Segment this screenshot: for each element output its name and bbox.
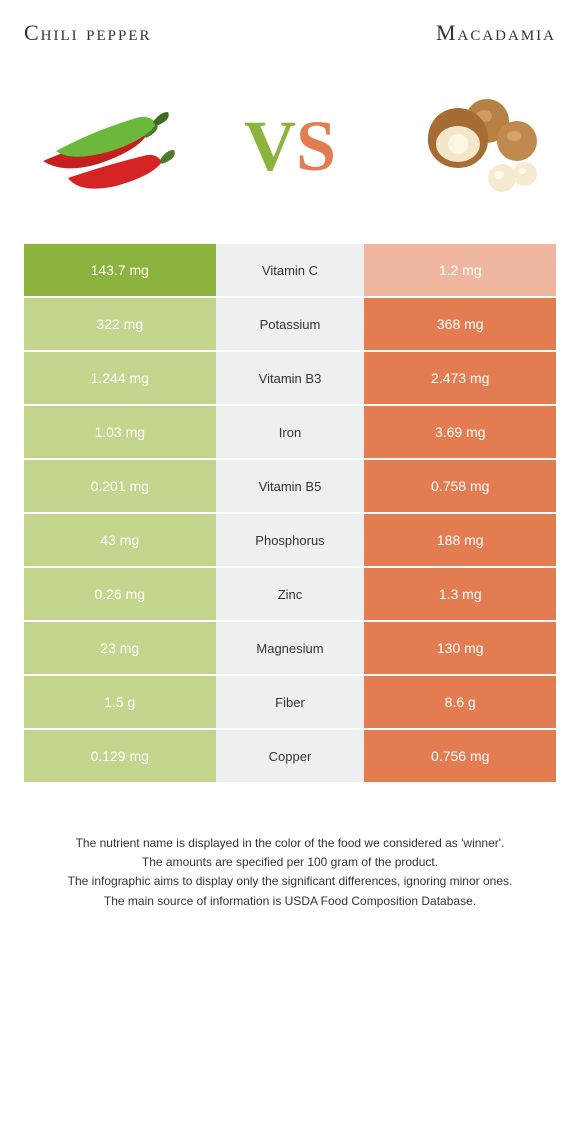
right-value-cell: 2.473 mg <box>364 351 556 405</box>
left-value-cell: 0.129 mg <box>24 729 216 783</box>
right-value-cell: 0.756 mg <box>364 729 556 783</box>
table-row: 1.03 mgIron3.69 mg <box>24 405 556 459</box>
right-value-cell: 1.3 mg <box>364 567 556 621</box>
nutrient-label-cell: Vitamin B5 <box>216 459 365 513</box>
chili-pepper-image <box>28 86 188 206</box>
left-value-cell: 0.26 mg <box>24 567 216 621</box>
left-value-cell: 1.03 mg <box>24 405 216 459</box>
versus-row: VS <box>24 86 556 206</box>
nutrient-label-cell: Potassium <box>216 297 365 351</box>
left-value-cell: 43 mg <box>24 513 216 567</box>
vs-s-letter: S <box>296 106 336 186</box>
table-row: 322 mgPotassium368 mg <box>24 297 556 351</box>
vs-v-letter: V <box>244 106 296 186</box>
right-value-cell: 130 mg <box>364 621 556 675</box>
left-value-cell: 0.201 mg <box>24 459 216 513</box>
left-value-cell: 322 mg <box>24 297 216 351</box>
macadamia-icon <box>428 99 537 192</box>
table-row: 43 mgPhosphorus188 mg <box>24 513 556 567</box>
macadamia-image <box>392 86 552 206</box>
right-value-cell: 3.69 mg <box>364 405 556 459</box>
table-row: 23 mgMagnesium130 mg <box>24 621 556 675</box>
chili-pepper-icon <box>43 112 175 189</box>
left-value-cell: 23 mg <box>24 621 216 675</box>
right-value-cell: 1.2 mg <box>364 243 556 297</box>
table-row: 0.201 mgVitamin B50.758 mg <box>24 459 556 513</box>
right-value-cell: 0.758 mg <box>364 459 556 513</box>
right-value-cell: 188 mg <box>364 513 556 567</box>
table-row: 1.244 mgVitamin B32.473 mg <box>24 351 556 405</box>
nutrient-label-cell: Magnesium <box>216 621 365 675</box>
footer-line: The infographic aims to display only the… <box>34 872 546 891</box>
nutrient-label-cell: Zinc <box>216 567 365 621</box>
table-row: 143.7 mgVitamin C1.2 mg <box>24 243 556 297</box>
nutrient-label-cell: Copper <box>216 729 365 783</box>
table-row: 1.5 gFiber8.6 g <box>24 675 556 729</box>
footer-line: The amounts are specified per 100 gram o… <box>34 853 546 872</box>
footer-line: The main source of information is USDA F… <box>34 892 546 911</box>
left-value-cell: 1.244 mg <box>24 351 216 405</box>
infographic-container: Chili pepper Macadamia VS <box>0 0 580 931</box>
left-food-title: Chili pepper <box>24 20 152 46</box>
right-value-cell: 8.6 g <box>364 675 556 729</box>
footer-line: The nutrient name is displayed in the co… <box>34 834 546 853</box>
right-value-cell: 368 mg <box>364 297 556 351</box>
left-value-cell: 1.5 g <box>24 675 216 729</box>
header-row: Chili pepper Macadamia <box>24 20 556 46</box>
nutrient-label-cell: Vitamin C <box>216 243 365 297</box>
table-row: 0.129 mgCopper0.756 mg <box>24 729 556 783</box>
nutrient-table: 143.7 mgVitamin C1.2 mg322 mgPotassium36… <box>24 242 556 784</box>
left-value-cell: 143.7 mg <box>24 243 216 297</box>
nutrient-label-cell: Iron <box>216 405 365 459</box>
nutrient-label-cell: Vitamin B3 <box>216 351 365 405</box>
right-food-title: Macadamia <box>436 20 556 46</box>
nutrient-label-cell: Phosphorus <box>216 513 365 567</box>
nutrient-label-cell: Fiber <box>216 675 365 729</box>
vs-label: VS <box>244 105 336 188</box>
footer-notes: The nutrient name is displayed in the co… <box>24 834 556 911</box>
table-row: 0.26 mgZinc1.3 mg <box>24 567 556 621</box>
